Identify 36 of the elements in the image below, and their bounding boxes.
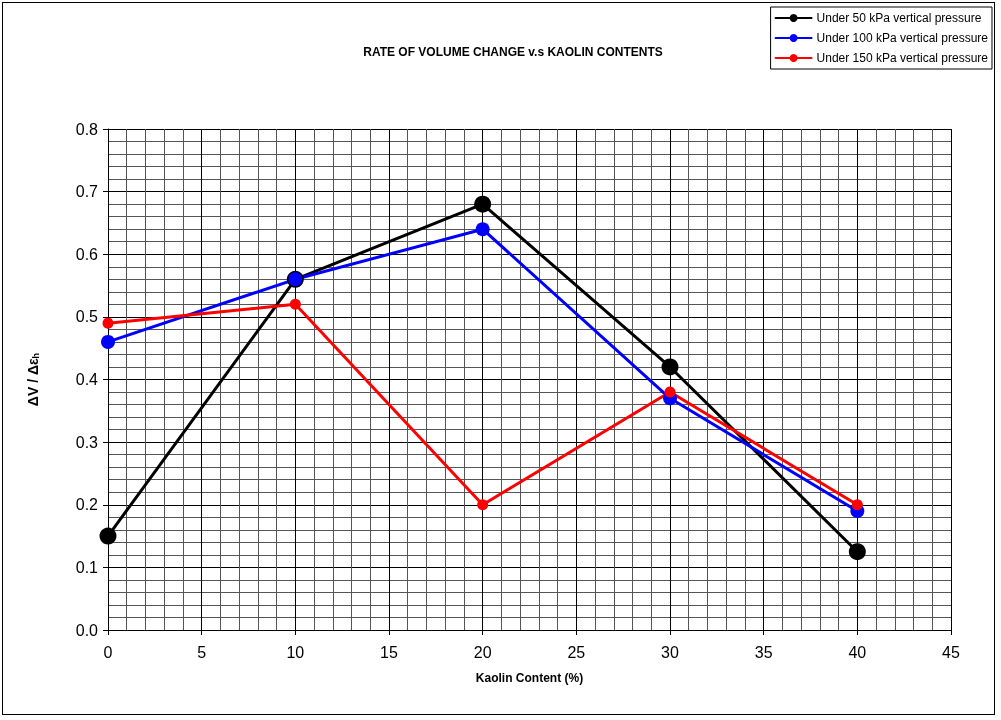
x-tick-label: 20 (473, 643, 492, 661)
point (101, 334, 115, 349)
point (475, 222, 490, 237)
y-tick-label: 0.6 (75, 245, 99, 263)
x-tick-label: 10 (286, 643, 305, 661)
point (474, 195, 492, 213)
legend-label: Under 150 kPa vertical pressure (816, 51, 989, 65)
y-tick-label: 0.4 (75, 371, 99, 388)
point (289, 298, 301, 310)
y-tick-label: 0.5 (75, 308, 99, 326)
x-tick-label: 5 (197, 643, 207, 661)
y-tick-label: 0.0 (75, 621, 99, 639)
point (848, 543, 866, 561)
point (661, 358, 679, 376)
y-tick-label: 0.1 (75, 558, 99, 576)
y-tick-label: 0.3 (75, 433, 99, 451)
point (851, 499, 863, 511)
point (477, 499, 489, 511)
y-tick-label: 0.8 (75, 120, 99, 138)
point (664, 386, 676, 398)
x-tick-label: 35 (754, 643, 773, 661)
chart-title: RATE OF VOLUME CHANGE v.s KAOLIN CONTENTS (363, 45, 663, 59)
legend-label: Under 100 kPa vertical pressure (816, 31, 989, 45)
x-tick-label: 0 (103, 643, 113, 661)
y-tick-label: 0.2 (75, 496, 99, 514)
y-tick-label: 0.7 (75, 183, 99, 201)
x-tick-label: 45 (942, 643, 960, 661)
y-axis-title: ΔV / Δεh (24, 352, 41, 407)
x-tick-label: 15 (380, 643, 398, 661)
x-axis-title: Kaolin Content (%) (475, 671, 584, 685)
point (99, 527, 117, 545)
x-tick-label: 25 (567, 643, 586, 661)
point (102, 317, 114, 329)
x-tick-label: 40 (848, 643, 867, 661)
legend-label: Under 50 kPa vertical pressure (816, 11, 982, 25)
x-tick-label: 30 (661, 643, 679, 661)
